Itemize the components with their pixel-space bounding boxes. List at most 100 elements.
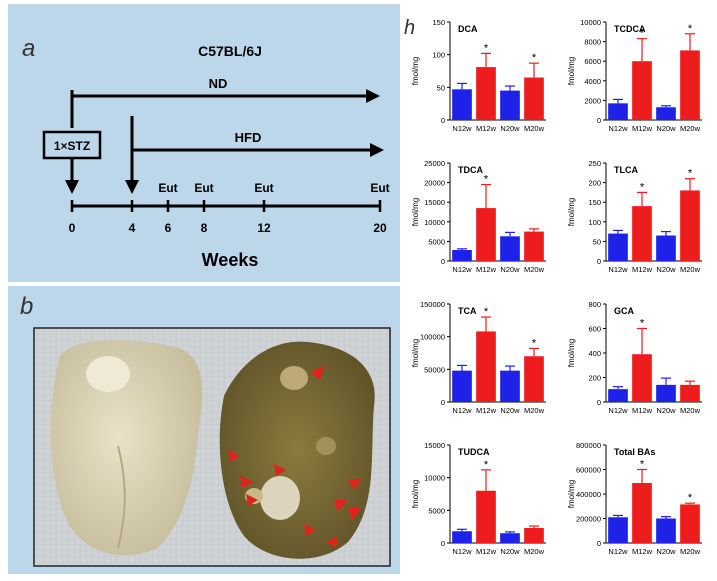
category-label: N12w [452, 406, 472, 415]
bar [500, 90, 520, 120]
y-tick-label: 0 [441, 539, 445, 548]
y-tick-label: 600000 [576, 466, 601, 475]
category-label: N20w [500, 124, 520, 133]
bar [452, 531, 472, 543]
y-tick-label: 100 [588, 218, 601, 227]
red-arrow-icon [334, 500, 348, 512]
y-tick-label: 10000 [580, 18, 601, 27]
bar-chart-tcdca: 0 2000 4000 6000 8000 10000 fmol/mg TCDCA N12w * M… [567, 18, 702, 133]
eut-label-8: Eut [194, 181, 213, 195]
bar [680, 504, 700, 543]
chart-title: TDCA [458, 165, 483, 175]
y-tick-label: 0 [441, 398, 445, 407]
eut-label-6: Eut [158, 181, 177, 195]
bar [680, 384, 700, 402]
category-label: M20w [680, 124, 701, 133]
y-axis-label: fmol/mg [411, 339, 420, 367]
chart-title: TLCA [614, 165, 638, 175]
category-label: M12w [632, 124, 653, 133]
y-axis-label: fmol/mg [411, 57, 420, 85]
nd-arrowhead [366, 89, 380, 103]
panel-letter-a: a [22, 35, 35, 62]
stz-arrowhead [65, 180, 79, 194]
bar [656, 518, 676, 543]
category-label: N20w [500, 406, 520, 415]
bar [524, 527, 544, 543]
panel-letter-b: b [20, 293, 33, 320]
category-label: M12w [476, 547, 497, 556]
significance-star: * [484, 459, 489, 471]
y-tick-label: 50000 [424, 365, 445, 374]
y-tick-label: 10000 [424, 218, 445, 227]
category-label: N20w [656, 265, 676, 274]
y-tick-label: 200 [588, 179, 601, 188]
significance-star: * [640, 181, 645, 193]
category-label: M12w [476, 124, 497, 133]
hfd-arrowhead-right [370, 143, 384, 157]
category-label: N12w [452, 547, 472, 556]
bar-chart-tudca: 0 5000 10000 15000 fmol/mg TUDCA N12w * M12w N20w… [411, 441, 546, 556]
bar-chart-dca: 0 50 100 150 fmol/mg DCA N12w * M12w N20w * M20w [411, 18, 546, 133]
y-tick-label: 10000 [424, 474, 445, 483]
red-arrow-icon [326, 536, 338, 548]
weeks-label: Weeks [202, 250, 259, 270]
category-label: N12w [608, 265, 628, 274]
category-label: N12w [452, 265, 472, 274]
bar [608, 389, 628, 402]
tick-label-8: 8 [201, 221, 208, 235]
red-arrow-icon [348, 508, 362, 520]
category-label: N12w [608, 124, 628, 133]
category-label: M12w [476, 406, 497, 415]
tumor-nodule [280, 366, 308, 390]
y-tick-label: 20000 [424, 179, 445, 188]
significance-star: * [532, 52, 537, 64]
panel-a-timeline: a C57BL/6J ND 1×STZ HFD 0 4 6 8 12 [8, 4, 400, 282]
y-tick-label: 150000 [420, 300, 445, 309]
category-label: M20w [524, 547, 545, 556]
bar [452, 250, 472, 261]
category-label: M12w [632, 547, 653, 556]
liver-photo-figure: b [20, 293, 391, 567]
y-tick-label: 0 [597, 116, 601, 125]
y-tick-label: 4000 [584, 77, 601, 86]
bar [632, 482, 652, 543]
category-label: M20w [680, 406, 701, 415]
timeline-diagram: a C57BL/6J ND 1×STZ HFD 0 4 6 8 12 [22, 35, 390, 270]
red-arrow-icon [274, 464, 286, 476]
category-label: N12w [452, 124, 472, 133]
y-tick-label: 0 [597, 257, 601, 266]
time-ticks [70, 200, 382, 212]
red-arrow-icon [310, 366, 324, 380]
category-label: N20w [656, 124, 676, 133]
chart-title: TCDCA [614, 24, 646, 34]
y-tick-label: 15000 [424, 441, 445, 450]
significance-star: * [640, 459, 645, 471]
chart-title: TCA [458, 306, 477, 316]
y-tick-label: 200000 [576, 515, 601, 524]
bar [524, 356, 544, 402]
eut-label-12: Eut [254, 181, 273, 195]
nd-label: ND [209, 76, 228, 91]
significance-star: * [688, 23, 693, 35]
significance-star: * [640, 28, 645, 40]
significance-star: * [640, 318, 645, 330]
red-arrow-icon [304, 524, 316, 536]
category-label: N20w [500, 265, 520, 274]
chart-title: Total BAs [614, 447, 655, 457]
y-tick-label: 50 [437, 83, 445, 92]
bar [524, 231, 544, 261]
chart-title: DCA [458, 24, 478, 34]
normal-liver [50, 339, 203, 556]
red-arrow-icon [240, 476, 254, 488]
stz-label: 1×STZ [54, 139, 90, 153]
bar [608, 233, 628, 261]
significance-star: * [688, 492, 693, 504]
bar [500, 370, 520, 402]
category-label: M20w [524, 265, 545, 274]
tumor-arrows [228, 366, 362, 548]
bar [500, 236, 520, 261]
bar [452, 370, 472, 402]
bar [476, 331, 496, 402]
red-arrow-icon [228, 450, 240, 462]
strain-label: C57BL/6J [198, 43, 262, 59]
